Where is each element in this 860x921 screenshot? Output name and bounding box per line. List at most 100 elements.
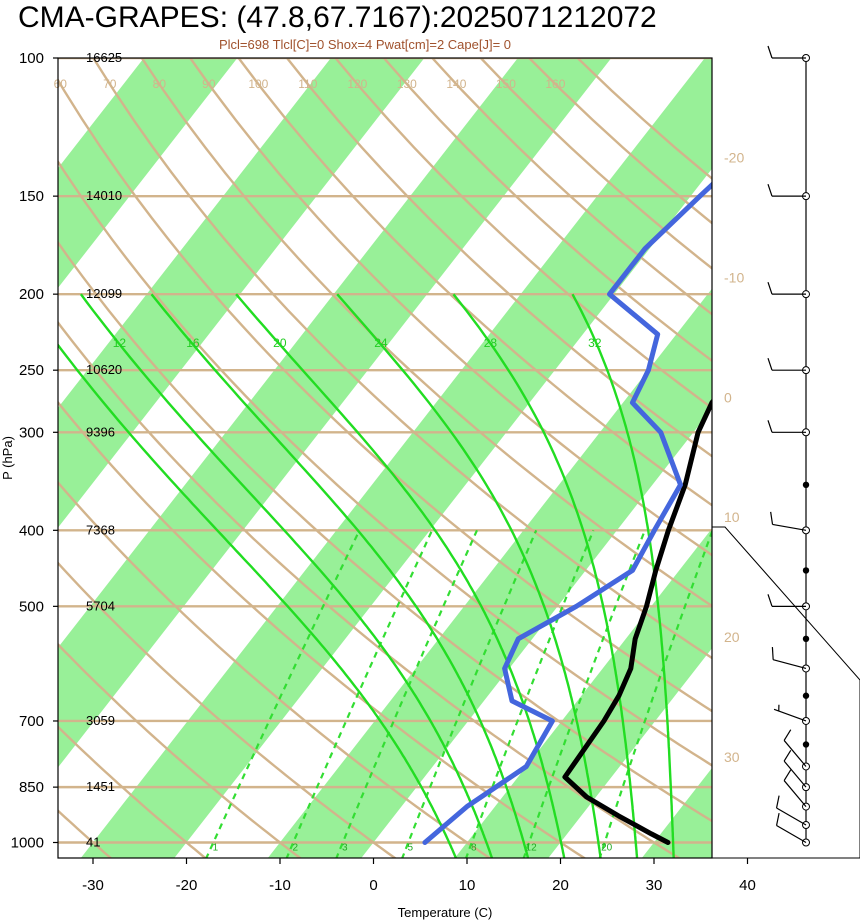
x-tick-label: 0	[369, 877, 377, 894]
wind-barb-flag	[783, 749, 792, 762]
height-label: 1451	[86, 779, 115, 794]
isotherm-label: 30	[724, 749, 740, 765]
sounding-profiles	[422, 181, 712, 845]
y-tick-label: 300	[19, 424, 44, 441]
mixing-ratio-label: 1	[213, 843, 219, 854]
wind-barb-flag	[767, 281, 773, 295]
x-tick-label: -30	[82, 877, 104, 894]
height-label: 9396	[86, 424, 115, 439]
wind-barb-flag	[767, 183, 773, 197]
pseudo-adiabat-label: 32	[588, 336, 602, 350]
wind-barb	[767, 420, 810, 437]
height-label: 10620	[86, 362, 122, 377]
grid-lines	[58, 58, 712, 858]
axes: 1001502002503004005007008501000166251401…	[11, 50, 756, 894]
pseudo-adiabat-line	[150, 293, 530, 858]
dry-adiabat-line	[58, 240, 712, 823]
dewpoint-profile-line	[422, 181, 712, 845]
mixing-ratio-line	[522, 529, 646, 858]
y-tick-label: 850	[19, 779, 44, 796]
wind-barb-staff	[773, 659, 807, 670]
x-tick-label: -20	[176, 877, 198, 894]
dry-adiabat-label: 110	[298, 77, 317, 91]
wind-barb	[783, 769, 810, 811]
wind-barb-staff	[776, 824, 807, 844]
plot-border	[57, 57, 713, 859]
wind-barb-flag	[783, 729, 792, 741]
isotherm-band	[641, 768, 712, 858]
wind-barb	[770, 511, 810, 535]
wind-barb	[773, 704, 810, 725]
wind-barb-staff	[776, 807, 807, 826]
mixing-ratio-label: 12	[526, 843, 538, 854]
height-label: 7368	[86, 522, 115, 537]
isotherm-label: 10	[724, 509, 740, 525]
dry-adiabat-label: 100	[248, 77, 268, 91]
mixing-ratio-label: 3	[342, 843, 348, 854]
wind-barb	[775, 812, 810, 847]
dry-adiabat-line	[58, 159, 712, 767]
wind-level-dot	[802, 692, 810, 699]
wind-barb	[767, 183, 810, 201]
wind-barb-staff	[772, 523, 807, 531]
pseudo-adiabat-label: 20	[273, 336, 287, 350]
pseudo-adiabat-line	[336, 293, 602, 858]
wind-barb-flag	[767, 420, 773, 433]
wind-barb	[783, 749, 810, 792]
pseudo-adiabat-label: 12	[113, 336, 127, 350]
isotherm-band	[58, 58, 612, 768]
extension-outline	[711, 526, 860, 859]
wind-barb-flag	[775, 795, 780, 809]
height-label: 3059	[86, 713, 115, 728]
wind-level-dot	[802, 567, 810, 574]
pseudo-adiabat-label: 28	[484, 336, 498, 350]
x-tick-label: 30	[646, 877, 663, 894]
wind-barb-flag	[783, 769, 792, 781]
pseudo-adiabat-label: 24	[374, 336, 388, 350]
wind-barb	[767, 45, 810, 62]
pseudo-adiabat-line	[571, 293, 675, 858]
temperature-profile-line	[562, 398, 712, 845]
dry-adiabat-label: 130	[397, 77, 417, 91]
y-tick-label: 100	[19, 50, 44, 67]
mixing-ratio-line	[464, 529, 595, 858]
dry-adiabat-label: 60	[54, 77, 68, 91]
dry-adiabat-label: 70	[103, 77, 117, 91]
isotherm-label: -20	[724, 150, 744, 166]
dry-adiabat-line	[58, 480, 492, 858]
wind-barb-flag	[775, 812, 780, 826]
wind-barb-staff	[783, 740, 807, 767]
y-tick-label: 1000	[11, 835, 44, 852]
isotherm-band	[267, 288, 712, 858]
wind-barb-staff	[773, 708, 807, 722]
dry-adiabat-label: 80	[153, 77, 167, 91]
y-axis-label: P (hPa)	[0, 436, 15, 480]
wind-barb-staff	[783, 760, 807, 788]
wind-barb-flag	[767, 594, 773, 607]
height-label: 16625	[86, 50, 122, 65]
dry-adiabat-line	[237, 58, 712, 507]
y-tick-label: 200	[19, 286, 44, 303]
mixing-ratio-label: 5	[408, 843, 414, 854]
dry-adiabat-line	[58, 561, 397, 858]
wind-barb	[767, 281, 810, 299]
pseudo-adiabat-line	[58, 343, 458, 858]
wind-barb	[775, 795, 810, 830]
wind-barb-flag	[771, 646, 774, 660]
x-tick-label: 40	[739, 877, 756, 894]
wind-barb	[783, 729, 810, 771]
height-label: 41	[86, 835, 100, 850]
dry-adiabat-label: 120	[347, 77, 367, 91]
lower-right-extension	[711, 526, 860, 859]
x-tick-label: -10	[269, 877, 291, 894]
wind-barb-flag	[767, 45, 773, 59]
wind-barb	[767, 357, 810, 375]
isotherm-label: 20	[724, 629, 740, 645]
dry-adiabat-label: 160	[545, 77, 565, 91]
pseudo-adiabat-line	[79, 293, 494, 858]
wind-level-dot	[802, 741, 810, 748]
wind-barb	[767, 594, 810, 611]
wind-barb-flag	[767, 357, 773, 371]
